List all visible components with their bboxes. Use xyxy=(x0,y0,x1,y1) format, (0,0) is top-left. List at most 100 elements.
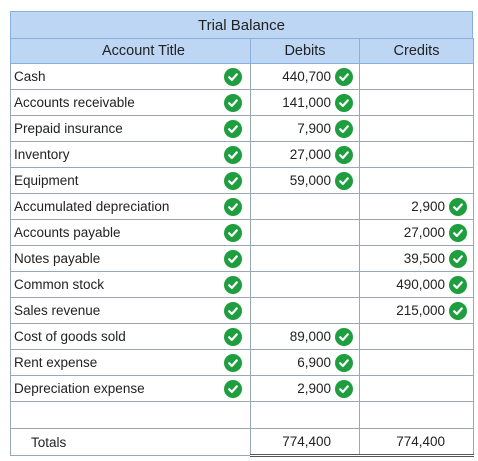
check-circle-icon xyxy=(335,67,353,86)
totals-debit-cell[interactable]: 774,400 xyxy=(250,428,360,457)
account-name: Inventory xyxy=(14,147,70,162)
account-cell[interactable]: Rent expense xyxy=(10,349,251,376)
table-row: Common stock 490,000 xyxy=(10,271,474,298)
account-name: Accumulated depreciation xyxy=(14,199,170,214)
credit-cell[interactable] xyxy=(359,141,474,168)
check-circle-icon xyxy=(335,93,353,112)
account-cell[interactable]: Notes payable xyxy=(10,245,251,272)
table-row: Accounts receivable 141,000 xyxy=(10,89,474,116)
table-row: Inventory 27,000 xyxy=(10,141,474,168)
check-circle-icon xyxy=(449,301,467,320)
account-cell[interactable]: Accounts receivable xyxy=(10,89,251,116)
credit-cell[interactable]: 39,500 xyxy=(359,245,474,272)
debit-value: 141,000 xyxy=(282,95,331,110)
table-row: Accounts payable 27,000 xyxy=(10,219,474,246)
account-cell[interactable]: Equipment xyxy=(10,167,251,194)
account-cell[interactable]: Cash xyxy=(10,63,251,90)
table-row: Accumulated depreciation 2,900 xyxy=(10,193,474,220)
check-circle-icon xyxy=(449,197,467,216)
check-circle-icon xyxy=(224,119,242,138)
check-circle-icon xyxy=(224,379,242,398)
credit-value: 490,000 xyxy=(396,277,445,292)
blank-row xyxy=(10,401,474,429)
debit-cell[interactable]: 6,900 xyxy=(250,349,360,376)
credit-cell[interactable] xyxy=(359,167,474,194)
check-circle-icon xyxy=(224,223,242,242)
check-circle-icon xyxy=(335,171,353,190)
debit-value: 440,700 xyxy=(282,69,331,84)
credit-cell[interactable] xyxy=(359,115,474,142)
account-cell[interactable]: Accumulated depreciation xyxy=(10,193,251,220)
blank-debit-cell[interactable] xyxy=(250,401,360,429)
credit-cell[interactable] xyxy=(359,63,474,90)
check-circle-icon xyxy=(224,275,242,294)
account-cell[interactable]: Depreciation expense xyxy=(10,375,251,402)
trial-balance: Trial Balance Account Title Debits Credi… xyxy=(10,11,474,457)
table-row: Prepaid insurance 7,900 xyxy=(10,115,474,142)
debit-cell[interactable]: 89,000 xyxy=(250,323,360,350)
debit-cell[interactable]: 7,900 xyxy=(250,115,360,142)
table-title: Trial Balance xyxy=(10,11,473,38)
debit-cell[interactable] xyxy=(250,245,360,272)
debit-cell[interactable]: 2,900 xyxy=(250,375,360,402)
account-name: Accounts payable xyxy=(14,225,121,240)
check-circle-icon xyxy=(224,249,242,268)
check-circle-icon xyxy=(224,197,242,216)
debit-cell[interactable]: 59,000 xyxy=(250,167,360,194)
check-circle-icon xyxy=(224,93,242,112)
credit-value: 39,500 xyxy=(403,251,445,266)
credit-cell[interactable]: 490,000 xyxy=(359,271,474,298)
account-cell[interactable]: Prepaid insurance xyxy=(10,115,251,142)
check-circle-icon xyxy=(449,275,467,294)
debit-cell[interactable]: 141,000 xyxy=(250,89,360,116)
credit-cell[interactable]: 27,000 xyxy=(359,219,474,246)
account-cell[interactable]: Accounts payable xyxy=(10,219,251,246)
totals-credit-cell[interactable]: 774,400 xyxy=(359,428,474,457)
debit-cell[interactable] xyxy=(250,297,360,324)
credit-cell[interactable] xyxy=(359,323,474,350)
account-title-header: Account Title xyxy=(10,38,251,64)
debit-cell[interactable] xyxy=(250,219,360,246)
debits-header: Debits xyxy=(250,38,360,64)
account-cell[interactable]: Inventory xyxy=(10,141,251,168)
account-name: Prepaid insurance xyxy=(14,121,123,136)
credit-value: 215,000 xyxy=(396,303,445,318)
table-row: Sales revenue 215,000 xyxy=(10,297,474,324)
credit-cell[interactable]: 215,000 xyxy=(359,297,474,324)
credit-cell[interactable]: 2,900 xyxy=(359,193,474,220)
account-name: Rent expense xyxy=(14,355,98,370)
blank-credit-cell[interactable] xyxy=(359,401,474,429)
debit-cell[interactable]: 27,000 xyxy=(250,141,360,168)
account-name: Cash xyxy=(14,69,46,84)
debit-cell[interactable] xyxy=(250,271,360,298)
credit-cell[interactable] xyxy=(359,349,474,376)
debit-value: 7,900 xyxy=(297,121,331,136)
account-name: Notes payable xyxy=(14,251,101,266)
table-row: Cost of goods sold 89,000 xyxy=(10,323,474,350)
blank-account-cell[interactable] xyxy=(10,401,251,429)
account-cell[interactable]: Sales revenue xyxy=(10,297,251,324)
check-circle-icon xyxy=(224,171,242,190)
totals-label-cell: Totals xyxy=(10,428,251,456)
table-row: Cash 440,700 xyxy=(10,63,474,90)
debit-value: 27,000 xyxy=(289,147,331,162)
debit-cell[interactable]: 440,700 xyxy=(250,63,360,90)
credit-value: 27,000 xyxy=(403,225,445,240)
check-circle-icon xyxy=(335,145,353,164)
totals-row: Totals 774,400 774,400 xyxy=(10,428,474,457)
totals-debit-value: 774,400 xyxy=(282,434,331,449)
trial-balance-table: Account Title Debits Credits Cash 440,700… xyxy=(10,38,474,457)
credit-cell[interactable] xyxy=(359,375,474,402)
check-circle-icon xyxy=(335,379,353,398)
check-circle-icon xyxy=(224,301,242,320)
totals-label: Totals xyxy=(31,434,67,450)
account-name: Cost of goods sold xyxy=(14,329,126,344)
account-cell[interactable]: Common stock xyxy=(10,271,251,298)
check-circle-icon xyxy=(449,249,467,268)
check-circle-icon xyxy=(335,327,353,346)
credit-cell[interactable] xyxy=(359,89,474,116)
debit-cell[interactable] xyxy=(250,193,360,220)
account-cell[interactable]: Cost of goods sold xyxy=(10,323,251,350)
debit-value: 89,000 xyxy=(289,329,331,344)
account-name: Equipment xyxy=(14,173,79,188)
